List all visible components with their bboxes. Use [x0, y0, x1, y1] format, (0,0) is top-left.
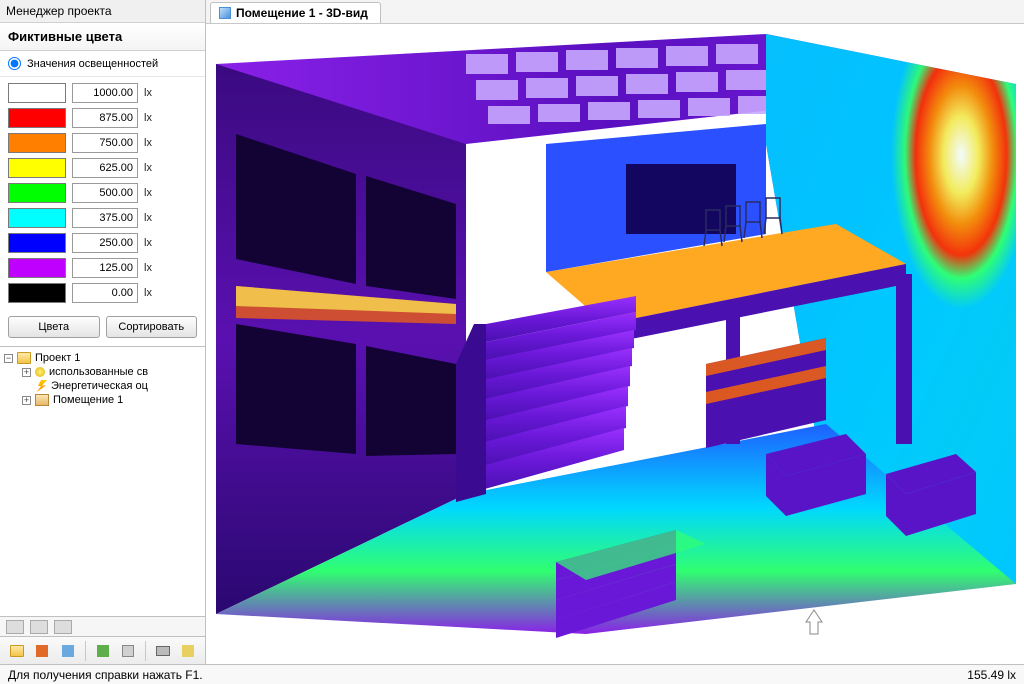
mini-tab-3[interactable]	[54, 620, 72, 634]
collapse-icon[interactable]: −	[4, 354, 13, 363]
false-color-render	[206, 24, 1024, 640]
view-tab-label: Помещение 1 - 3D-вид	[236, 6, 368, 20]
unit-label: lx	[144, 112, 158, 124]
toolbar-btn-4[interactable]	[92, 640, 114, 662]
color-scale-row: lx	[8, 208, 197, 228]
color-value-input[interactable]	[72, 283, 138, 303]
color-value-input[interactable]	[72, 108, 138, 128]
illuminance-values-radio[interactable]: Значения освещенностей	[0, 51, 205, 77]
toolbar-btn-7[interactable]	[177, 640, 199, 662]
folder-icon	[10, 645, 24, 657]
color-value-input[interactable]	[72, 233, 138, 253]
color-swatch[interactable]	[8, 208, 66, 228]
color-swatch[interactable]	[8, 108, 66, 128]
viewport-3d[interactable]	[206, 24, 1024, 664]
tree-item-label: Помещение 1	[53, 394, 123, 406]
unit-label: lx	[144, 212, 158, 224]
project-manager-panel: Менеджер проекта Фиктивные цвета Значени…	[0, 0, 206, 664]
color-value-input[interactable]	[72, 133, 138, 153]
tree-item[interactable]: Энергетическая оц	[22, 379, 201, 393]
expand-icon[interactable]: +	[22, 368, 31, 377]
unit-label: lx	[144, 262, 158, 274]
bulb-icon	[35, 367, 45, 377]
tree-item[interactable]: + использованные св	[22, 365, 201, 379]
folder-icon	[17, 352, 31, 364]
printer-icon	[156, 646, 170, 656]
color-value-input[interactable]	[72, 208, 138, 228]
tree-item-label: использованные св	[49, 366, 148, 378]
tree-root-project[interactable]: − Проект 1	[4, 351, 201, 365]
toolbar-btn-3[interactable]	[57, 640, 79, 662]
toolbar-btn-1[interactable]	[6, 640, 28, 662]
color-value-input[interactable]	[72, 83, 138, 103]
color-scale-row: lx	[8, 283, 197, 303]
color-scale-row: lx	[8, 133, 197, 153]
mini-tab-1[interactable]	[6, 620, 24, 634]
status-readout: 155.49 lx	[967, 668, 1016, 682]
color-scale-row: lx	[8, 233, 197, 253]
color-swatch[interactable]	[8, 283, 66, 303]
tree-root-label: Проект 1	[35, 352, 80, 364]
room-icon	[35, 394, 49, 406]
color-value-input[interactable]	[72, 183, 138, 203]
project-tree[interactable]: − Проект 1 + использованные св Энергетичес…	[0, 346, 205, 616]
flash-icon	[37, 380, 47, 392]
unit-label: lx	[144, 87, 158, 99]
mini-tab-2[interactable]	[30, 620, 48, 634]
color-scale-row: lx	[8, 183, 197, 203]
tree-children: + использованные св Энергетическая оц + Поме…	[4, 365, 201, 407]
color-scale-row: lx	[8, 258, 197, 278]
panel-tabstrip[interactable]	[0, 616, 205, 636]
view-tab-bar: Помещение 1 - 3D-вид	[206, 0, 1024, 24]
color-scale-list: lx lx lx lx lx lx lx lx lx	[0, 77, 205, 312]
tree-item-label: Энергетическая оц	[51, 380, 148, 392]
panel-title: Менеджер проекта	[0, 0, 205, 23]
unit-label: lx	[144, 137, 158, 149]
unit-label: lx	[144, 287, 158, 299]
colors-button[interactable]: Цвета	[8, 316, 100, 338]
unit-label: lx	[144, 162, 158, 174]
view-tab-3d[interactable]: Помещение 1 - 3D-вид	[210, 2, 381, 23]
illuminance-radio-input[interactable]	[8, 57, 21, 70]
illuminance-radio-label: Значения освещенностей	[27, 58, 158, 70]
green-square-icon	[97, 645, 109, 657]
color-scale-row: lx	[8, 108, 197, 128]
color-swatch[interactable]	[8, 158, 66, 178]
color-value-input[interactable]	[72, 258, 138, 278]
color-swatch[interactable]	[8, 133, 66, 153]
grey-square-icon	[122, 645, 134, 657]
color-swatch[interactable]	[8, 183, 66, 203]
unit-label: lx	[144, 187, 158, 199]
status-bar: Для получения справки нажать F1. 155.49 …	[0, 664, 1024, 684]
expand-icon[interactable]: +	[22, 396, 31, 405]
sort-button[interactable]: Сортировать	[106, 316, 198, 338]
cube-icon	[219, 7, 231, 19]
unit-label: lx	[144, 237, 158, 249]
orange-square-icon	[36, 645, 48, 657]
panel-toolbar	[0, 636, 205, 664]
color-value-input[interactable]	[72, 158, 138, 178]
color-swatch[interactable]	[8, 233, 66, 253]
tree-item[interactable]: + Помещение 1	[22, 393, 201, 407]
toolbar-btn-5[interactable]	[117, 640, 139, 662]
color-swatch[interactable]	[8, 258, 66, 278]
color-scale-row: lx	[8, 83, 197, 103]
color-swatch[interactable]	[8, 83, 66, 103]
color-scale-row: lx	[8, 158, 197, 178]
status-help-text: Для получения справки нажать F1.	[8, 668, 203, 682]
yellow-square-icon	[182, 645, 194, 657]
toolbar-btn-2[interactable]	[32, 640, 54, 662]
viewport-panel: Помещение 1 - 3D-вид	[206, 0, 1024, 664]
false-colors-header: Фиктивные цвета	[0, 23, 205, 51]
blue-square-icon	[62, 645, 74, 657]
toolbar-print-btn[interactable]	[152, 640, 174, 662]
